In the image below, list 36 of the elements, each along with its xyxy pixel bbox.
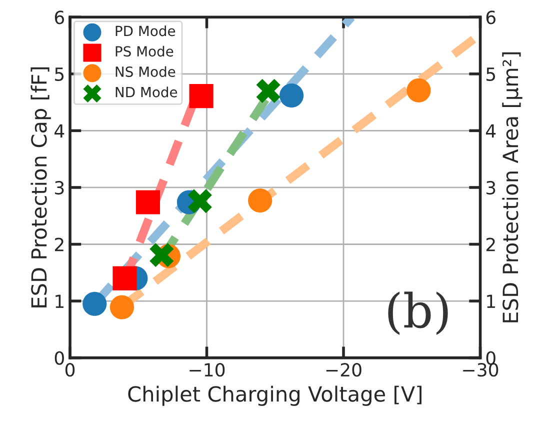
y2-tick-label: 2 (486, 238, 495, 252)
point (280, 83, 304, 108)
y-tick-label: 1 (56, 294, 64, 308)
annotation: (b) (388, 292, 448, 335)
y2-tick-label: 1 (487, 294, 495, 308)
x-axis-title: Chiplet Charging Voltage [V] (128, 386, 422, 406)
y2-tick-label: 6 (486, 10, 496, 24)
y-tick-label: 0 (54, 351, 64, 365)
point (256, 78, 280, 103)
point (110, 295, 134, 320)
point (189, 84, 214, 108)
legend-label: NS Mode (116, 66, 176, 77)
y2-tick-label: 4 (486, 124, 496, 138)
y-tick-label: 5 (55, 68, 64, 82)
y-tick-label: 6 (54, 10, 64, 24)
legend-label: PS Mode (116, 46, 174, 57)
point (248, 188, 272, 213)
y-tick-label: 2 (54, 238, 64, 252)
y2-tick-label: 5 (486, 68, 496, 82)
y-tick-label: 4 (54, 124, 64, 138)
x-tick-label: −30 (463, 362, 498, 377)
legend-label: ND Mode (116, 86, 178, 98)
point (136, 190, 160, 214)
x-tick-label: −10 (190, 362, 225, 377)
y-tick-label: 3 (55, 180, 64, 195)
y2-axis-title: ESD Protection Area [μm²] (502, 52, 522, 322)
y2-tick-label: 3 (486, 180, 496, 195)
x-tick-label: 0 (65, 362, 75, 377)
point (188, 189, 212, 214)
point (82, 292, 107, 316)
legend-label: PD Mode (116, 25, 176, 36)
point (150, 243, 174, 268)
x-tick-label: −20 (326, 362, 362, 377)
point (406, 78, 431, 102)
point (112, 266, 137, 290)
y-axis-title: ESD Protection Cap [fF] (30, 67, 51, 308)
